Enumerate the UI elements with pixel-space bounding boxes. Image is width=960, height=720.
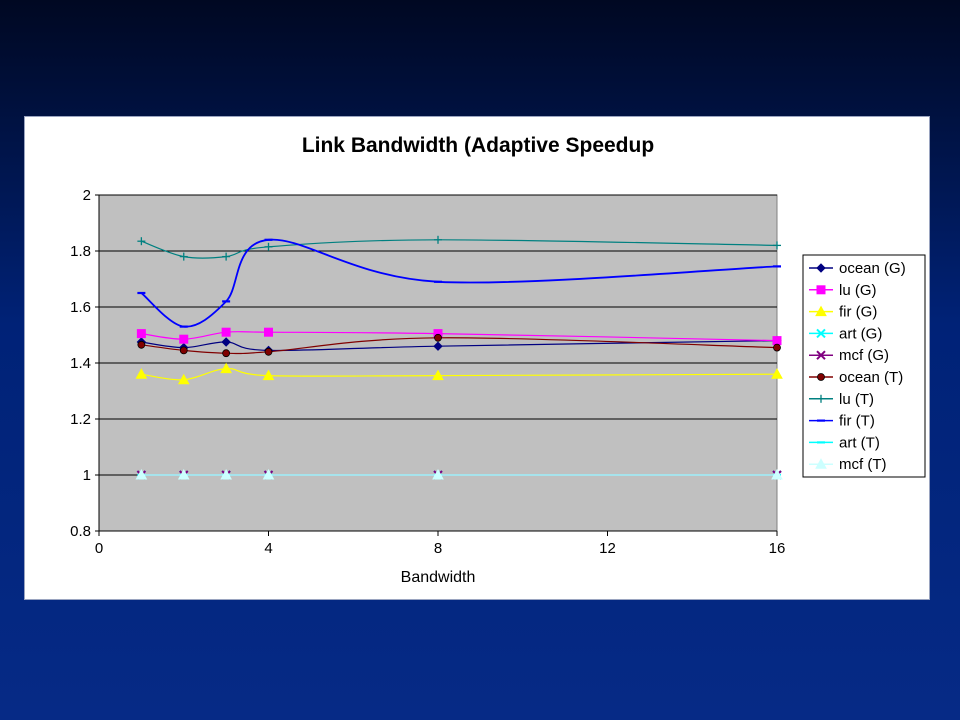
data-point xyxy=(433,341,443,351)
data-point xyxy=(432,369,444,381)
x-tick-label: 0 xyxy=(95,540,103,557)
data-point xyxy=(262,369,275,381)
legend-entry: fir (T) xyxy=(809,413,875,430)
legend-marker xyxy=(816,328,826,339)
data-point xyxy=(772,336,782,346)
data-point xyxy=(220,468,232,480)
legend-marker xyxy=(815,458,827,469)
y-tick-label: 0.8 xyxy=(70,523,91,540)
data-point xyxy=(220,362,232,374)
y-tick-label: 1.8 xyxy=(70,243,91,260)
legend-entry: art (T) xyxy=(809,434,880,451)
series-lu-g xyxy=(136,327,782,346)
legend-label: ocean (G) xyxy=(839,260,906,277)
x-tick-label: 16 xyxy=(769,540,786,557)
chart-panel: Link Bandwidth (Adaptive Speedup Bandwid… xyxy=(24,116,930,600)
series-mcf-t xyxy=(135,468,783,480)
legend: ocean (G) lu (G) fir (G) art (G) mcf (G) ocea… xyxy=(802,254,926,478)
y-tick-label: 1.6 xyxy=(70,299,91,316)
data-point xyxy=(264,242,273,251)
data-point xyxy=(179,252,188,261)
series-fir-t xyxy=(137,238,781,328)
legend-marker xyxy=(817,373,825,381)
data-point xyxy=(432,468,444,480)
legend-entry: fir (G) xyxy=(809,304,877,321)
series-ocean-t xyxy=(137,333,781,358)
data-point xyxy=(434,235,442,244)
data-point xyxy=(179,346,188,355)
data-point xyxy=(264,327,273,337)
legend-entry: mcf (T) xyxy=(809,456,886,473)
legend-label: lu (G) xyxy=(839,282,877,299)
legend-label: ocean (T) xyxy=(839,369,903,386)
chart-title: Link Bandwidth (Adaptive Speedup xyxy=(302,134,654,157)
data-point xyxy=(773,241,781,250)
legend-marker xyxy=(816,350,826,360)
data-point xyxy=(773,343,781,352)
data-point xyxy=(262,468,275,480)
legend-marker xyxy=(816,263,826,273)
data-point xyxy=(771,368,783,379)
y-tick-label: 2 xyxy=(83,187,91,204)
legend-label: art (T) xyxy=(839,434,880,451)
data-point xyxy=(222,252,231,261)
y-tick-label: 1 xyxy=(83,467,91,484)
legend-entry: lu (G) xyxy=(809,282,877,299)
data-point xyxy=(434,333,442,342)
data-point xyxy=(136,329,146,339)
legend-marker xyxy=(815,305,827,317)
data-point xyxy=(137,340,146,349)
legend-entry: art (G) xyxy=(809,325,882,342)
x-tick-label: 8 xyxy=(434,540,442,557)
legend-marker xyxy=(816,285,826,295)
legend-entry: ocean (G) xyxy=(809,260,906,277)
data-point xyxy=(135,468,148,480)
plot-area: 0.8 1 1.2 1.4 1.6 1.8 2 0 4 8 12 16 xyxy=(70,187,785,557)
series-lu-t xyxy=(137,235,781,261)
legend-label: art (G) xyxy=(839,325,882,342)
x-tick-label: 4 xyxy=(264,540,272,557)
x-axis-label: Bandwidth xyxy=(401,569,476,586)
legend-marker xyxy=(817,394,825,403)
chart-svg: Link Bandwidth (Adaptive Speedup Bandwid… xyxy=(70,134,926,586)
legend-label: lu (T) xyxy=(839,391,874,408)
y-tick-label: 1.2 xyxy=(70,411,91,428)
data-point xyxy=(177,373,190,385)
data-point xyxy=(221,337,231,347)
data-point xyxy=(177,468,190,480)
series-fir-g xyxy=(135,362,783,385)
x-tick-label: 12 xyxy=(599,540,616,557)
legend-label: mcf (T) xyxy=(839,456,886,473)
y-tick-label: 1.4 xyxy=(70,355,91,372)
data-point xyxy=(179,334,189,344)
data-point xyxy=(137,237,146,246)
data-point xyxy=(135,368,148,379)
data-point xyxy=(264,347,273,356)
legend-entry: ocean (T) xyxy=(809,369,903,386)
legend-label: fir (T) xyxy=(839,413,875,430)
legend-label: mcf (G) xyxy=(839,347,889,364)
data-point xyxy=(771,468,783,480)
legend-label: fir (G) xyxy=(839,304,877,321)
legend-entry: mcf (G) xyxy=(809,347,889,364)
legend-entry: lu (T) xyxy=(809,391,874,408)
data-point xyxy=(221,327,231,337)
data-point xyxy=(222,349,231,358)
